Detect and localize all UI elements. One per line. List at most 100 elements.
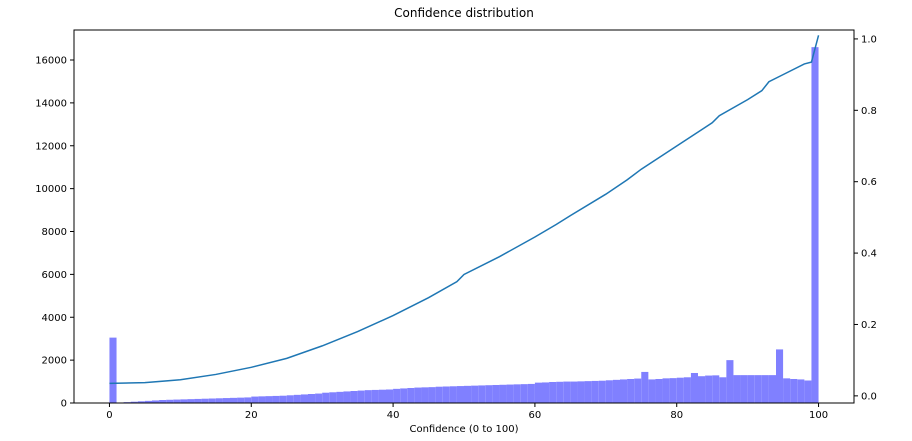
histogram-bar <box>627 378 635 403</box>
histogram-bar <box>308 394 316 403</box>
histogram-bar <box>669 378 677 403</box>
histogram-bar <box>208 398 216 403</box>
y-tick-label: 14000 <box>35 98 67 109</box>
histogram-bar <box>485 385 493 403</box>
histogram-bar <box>527 383 535 403</box>
histogram-bar <box>378 389 386 403</box>
histogram-bar <box>414 387 422 403</box>
histogram-bar <box>400 388 408 403</box>
histogram-bar <box>386 389 394 403</box>
histogram-bar <box>804 380 812 403</box>
histogram-bar <box>520 384 528 403</box>
histogram-bar <box>456 386 464 403</box>
histogram-bar <box>768 375 776 403</box>
histogram-bar <box>683 377 691 403</box>
histogram-bar <box>790 378 798 403</box>
chart-title: Confidence distribution <box>394 6 534 20</box>
histogram-bar <box>662 378 670 403</box>
y-tick-label: 16000 <box>35 56 67 67</box>
histogram-bar <box>152 400 160 403</box>
histogram-bar <box>747 375 755 403</box>
histogram-bar <box>620 379 628 403</box>
histogram-bar <box>449 386 457 403</box>
histogram-bar <box>534 382 542 403</box>
y2-tick-label: 0.8 <box>861 106 877 117</box>
histogram-bar <box>180 399 188 403</box>
histogram-bar <box>364 390 372 403</box>
histogram-bar <box>797 379 805 403</box>
histogram-bar <box>513 384 521 403</box>
histogram-bar <box>371 389 379 403</box>
histogram-bar <box>754 375 762 403</box>
histogram-bar <box>315 393 323 403</box>
histogram-bar <box>442 386 450 403</box>
histogram-bar <box>336 391 344 403</box>
y2-tick-label: 0.6 <box>861 177 877 188</box>
histogram-bar <box>393 388 401 403</box>
histogram-bar <box>428 387 436 403</box>
histogram-bar <box>166 399 174 403</box>
histogram-bar <box>464 385 472 403</box>
y-tick-label: 0 <box>61 399 67 410</box>
y-tick-label: 12000 <box>35 141 67 152</box>
histogram-bar <box>258 396 266 403</box>
histogram-bar <box>499 384 507 403</box>
histogram-bar <box>329 392 337 403</box>
histogram-bar <box>215 398 223 403</box>
x-tick-label: 20 <box>245 410 258 421</box>
histogram-bar <box>733 375 741 403</box>
y-axis-left: 0 2000 4000 6000 8000 10000 12000 14000 16000 <box>35 56 74 410</box>
y-tick-label: 2000 <box>42 356 67 367</box>
histogram-bar <box>577 381 585 403</box>
y-tick-label: 6000 <box>42 270 67 281</box>
histogram-bar <box>690 372 698 403</box>
histogram-bar <box>570 381 578 403</box>
histogram-bar <box>230 397 238 403</box>
y-tick-label: 4000 <box>42 313 67 324</box>
histogram-bar <box>137 401 145 403</box>
histogram-bar <box>676 377 684 403</box>
histogram-bar <box>300 394 308 403</box>
x-tick-label: 40 <box>387 410 400 421</box>
histogram-bar <box>783 378 791 403</box>
histogram-bar <box>598 380 606 403</box>
histogram-bar <box>612 379 620 403</box>
histogram-bar <box>542 382 550 403</box>
histogram-bar <box>265 396 273 403</box>
y-tick-label: 10000 <box>35 184 67 195</box>
x-tick-label: 100 <box>809 410 828 421</box>
histogram-bar <box>478 385 486 403</box>
histogram-bar <box>563 381 571 403</box>
histogram-bar <box>492 384 500 403</box>
histogram-bar <box>222 398 230 403</box>
x-tick-label: 0 <box>106 410 112 421</box>
histogram-bar <box>237 397 245 403</box>
histogram-bar <box>173 399 181 403</box>
histogram-bar <box>293 394 301 403</box>
histogram-bar <box>421 387 429 403</box>
y2-tick-label: 0.4 <box>861 249 877 260</box>
x-axis-label: Confidence (0 to 100) <box>409 424 518 435</box>
histogram-bar <box>556 381 564 403</box>
histogram-bar <box>726 360 734 403</box>
histogram-bar <box>144 400 152 403</box>
histogram-bar <box>740 375 748 403</box>
histogram-bar <box>435 386 443 403</box>
histogram-bar <box>634 378 642 403</box>
y-axis-right: 0.0 0.2 0.4 0.6 0.8 1.0 <box>854 34 877 402</box>
histogram-bar <box>357 390 365 403</box>
histogram-bar <box>187 399 195 403</box>
x-axis: 0 20 40 60 80 100 <box>106 403 828 421</box>
histogram-bar <box>648 379 656 403</box>
histogram-bar <box>244 397 252 403</box>
histogram-bar <box>201 398 209 403</box>
histogram-bar <box>350 391 358 403</box>
histogram-bar <box>761 375 769 403</box>
histogram-bar <box>591 380 599 403</box>
plot-frame <box>73 29 855 404</box>
histogram-bar <box>719 377 727 403</box>
histogram-bar <box>251 396 259 403</box>
histogram-bar <box>698 376 706 403</box>
histogram-bar <box>159 400 167 403</box>
